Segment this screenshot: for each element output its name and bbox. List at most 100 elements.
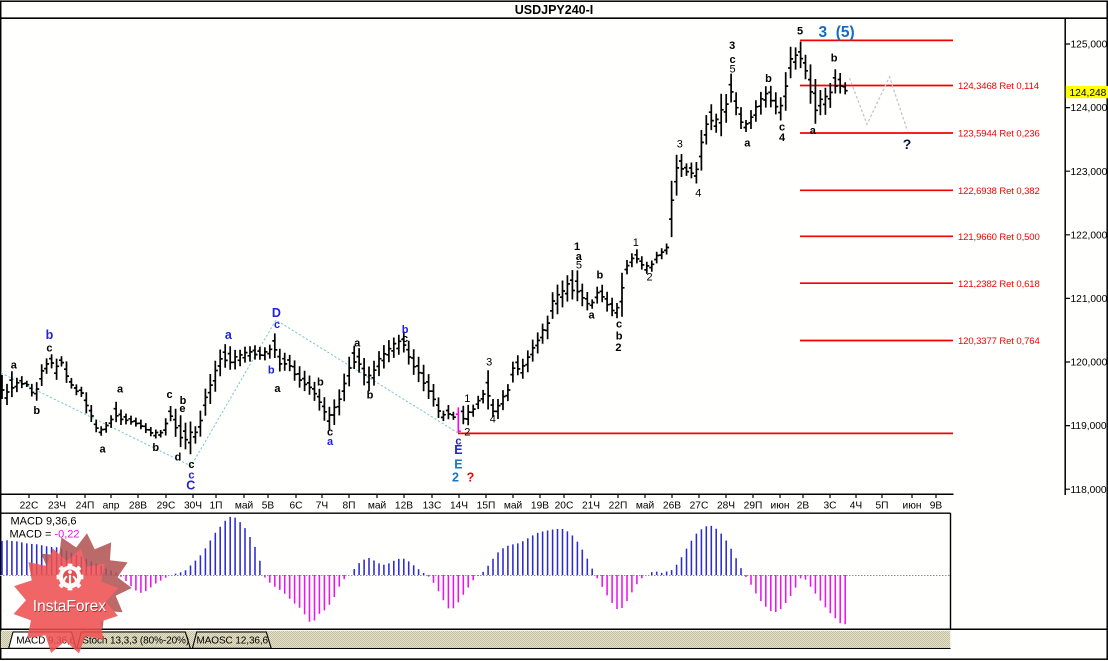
svg-text:c: c xyxy=(274,319,280,331)
svg-text:E: E xyxy=(454,457,462,471)
svg-text:6С: 6С xyxy=(289,501,302,512)
svg-text:4Ч: 4Ч xyxy=(850,501,862,512)
svg-text:121,9660 Ret 0,500: 121,9660 Ret 0,500 xyxy=(958,232,1040,243)
svg-text:a: a xyxy=(274,383,281,395)
svg-text:12В: 12В xyxy=(395,501,413,512)
svg-text:d: d xyxy=(175,451,182,463)
svg-text:7Ч: 7Ч xyxy=(316,501,328,512)
svg-text:29С: 29С xyxy=(157,501,176,512)
svg-text:c: c xyxy=(455,435,461,447)
svg-text:8П: 8П xyxy=(343,501,356,512)
svg-text:123,000: 123,000 xyxy=(1071,167,1108,178)
svg-text:124,3468 Ret 0,114: 124,3468 Ret 0,114 xyxy=(958,81,1039,92)
svg-text:b: b xyxy=(831,53,838,65)
svg-text:123,5944 Ret 0,236: 123,5944 Ret 0,236 xyxy=(958,129,1040,140)
svg-text:c: c xyxy=(188,469,194,481)
svg-text:3: 3 xyxy=(729,40,735,52)
svg-text:3С: 3С xyxy=(823,501,836,512)
svg-text:b: b xyxy=(367,389,374,401)
svg-text:1П: 1П xyxy=(210,501,223,512)
svg-text:a: a xyxy=(327,436,334,448)
svg-text:2: 2 xyxy=(615,342,621,354)
svg-text:1: 1 xyxy=(633,237,639,249)
svg-text:c: c xyxy=(327,426,333,438)
svg-text:b: b xyxy=(765,73,772,85)
svg-text:c: c xyxy=(779,121,785,133)
svg-text:a: a xyxy=(225,328,233,342)
svg-text:c: c xyxy=(730,54,736,66)
svg-text:C: C xyxy=(186,478,195,492)
svg-text:c: c xyxy=(46,342,52,354)
svg-text:MAOSC 12,36,6: MAOSC 12,36,6 xyxy=(197,635,269,646)
svg-text:2В: 2В xyxy=(797,501,810,512)
svg-text:14Ч: 14Ч xyxy=(450,501,468,512)
svg-text:120,000: 120,000 xyxy=(1071,358,1108,369)
svg-text:4: 4 xyxy=(490,414,496,426)
svg-text:a: a xyxy=(576,251,583,263)
svg-text:InstaForex: InstaForex xyxy=(33,598,106,615)
svg-text:22П: 22П xyxy=(609,501,628,512)
svg-text:26В: 26В xyxy=(663,501,681,512)
svg-text:май: май xyxy=(636,501,654,512)
svg-text:b: b xyxy=(317,377,324,389)
svg-text:121,000: 121,000 xyxy=(1071,294,1108,305)
svg-text:?: ? xyxy=(467,471,475,485)
svg-text:5: 5 xyxy=(797,25,803,37)
svg-text:3: 3 xyxy=(677,139,683,151)
svg-text:9В: 9В xyxy=(930,501,943,512)
svg-text:2: 2 xyxy=(647,271,653,283)
svg-text:a: a xyxy=(354,338,361,350)
svg-text:122,6938 Ret 0,382: 122,6938 Ret 0,382 xyxy=(958,186,1040,197)
svg-text:b: b xyxy=(180,395,187,407)
svg-text:b: b xyxy=(268,364,275,376)
svg-text:29П: 29П xyxy=(744,501,763,512)
svg-text:30Ч: 30Ч xyxy=(184,501,202,512)
svg-text:1: 1 xyxy=(464,393,470,405)
svg-text:MACD 9,36,6: MACD 9,36,6 xyxy=(11,516,77,528)
svg-text:20С: 20С xyxy=(555,501,574,512)
svg-text:13С: 13С xyxy=(423,501,442,512)
svg-text:124,248: 124,248 xyxy=(1070,88,1107,99)
svg-text:апр: апр xyxy=(103,501,120,512)
svg-text:2: 2 xyxy=(452,471,459,485)
svg-text:c: c xyxy=(616,319,622,331)
svg-text:22С: 22С xyxy=(20,501,39,512)
svg-text:c: c xyxy=(166,389,172,401)
svg-text:125,000: 125,000 xyxy=(1071,40,1108,51)
svg-text:19В: 19В xyxy=(531,501,549,512)
svg-text:1: 1 xyxy=(574,241,580,253)
svg-text:май: май xyxy=(504,501,522,512)
svg-text:InstaForex: InstaForex xyxy=(34,599,107,616)
svg-text:21Ч: 21Ч xyxy=(582,501,600,512)
svg-text:3 (5): 3 (5) xyxy=(819,24,855,41)
svg-text:28В: 28В xyxy=(129,501,147,512)
svg-text:c: c xyxy=(188,459,194,471)
svg-text:5В: 5В xyxy=(262,501,275,512)
svg-text:121,2382 Ret 0,618: 121,2382 Ret 0,618 xyxy=(958,279,1040,290)
svg-text:?: ? xyxy=(903,136,912,152)
svg-text:23Ч: 23Ч xyxy=(48,501,66,512)
svg-text:июн: июн xyxy=(771,501,790,512)
svg-text:119,000: 119,000 xyxy=(1071,421,1107,432)
svg-text:24П: 24П xyxy=(76,501,95,512)
svg-text:июн: июн xyxy=(903,501,922,512)
svg-text:a: a xyxy=(11,360,18,372)
svg-text:a: a xyxy=(744,138,751,150)
svg-text:b: b xyxy=(152,442,159,454)
svg-text:120,3377 Ret 0,764: 120,3377 Ret 0,764 xyxy=(958,336,1040,347)
svg-text:3: 3 xyxy=(486,357,492,369)
svg-text:4: 4 xyxy=(779,132,786,144)
svg-text:2: 2 xyxy=(464,426,470,438)
svg-text:27С: 27С xyxy=(690,501,709,512)
svg-text:E: E xyxy=(454,443,462,457)
svg-text:a: a xyxy=(99,443,106,455)
svg-text:124,000: 124,000 xyxy=(1071,103,1108,114)
svg-text:118,000: 118,000 xyxy=(1071,485,1107,496)
svg-text:MACD 9,36,6: MACD 9,36,6 xyxy=(16,635,75,646)
svg-text:c: c xyxy=(402,333,408,345)
svg-text:e: e xyxy=(179,403,185,415)
svg-text:5: 5 xyxy=(730,64,736,76)
svg-text:май: май xyxy=(235,501,253,512)
svg-text:a: a xyxy=(810,125,817,137)
svg-text:b: b xyxy=(46,328,54,342)
